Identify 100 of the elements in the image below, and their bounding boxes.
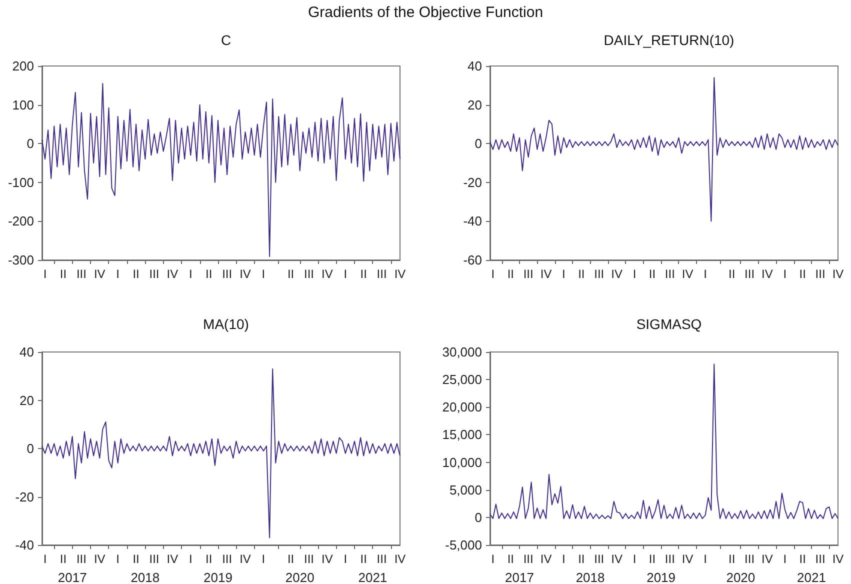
- x-tick-label: III: [523, 267, 534, 281]
- x-tick-label: IV: [762, 267, 773, 281]
- y-tick-label: -20: [463, 174, 482, 190]
- y-tick-label: 0: [26, 136, 34, 152]
- x-tick-label: II: [206, 267, 212, 281]
- x-tick-label: II: [132, 552, 140, 566]
- x-tick-label: II: [206, 552, 212, 566]
- x-tick-label: II: [648, 552, 656, 566]
- text: 2017: [505, 570, 534, 584]
- text: Gradients of the Objective Function: [306, 4, 544, 21]
- x-tick-label: IV: [166, 267, 178, 281]
- x-tick-label: I: [262, 267, 266, 281]
- x-tick-label: I: [783, 552, 787, 566]
- x-tick-label: II: [799, 552, 806, 566]
- x-tick-label: II: [648, 267, 656, 281]
- y-tick-label: -60: [463, 252, 482, 268]
- x-tick-label: III: [222, 552, 232, 566]
- x-tick-label: III: [744, 267, 755, 281]
- x-tick-label: III: [664, 552, 675, 566]
- x-tick-label: I: [491, 267, 495, 281]
- x-tick-label: IV: [540, 552, 552, 566]
- x-tick-label: IV: [682, 267, 694, 281]
- x-tick-label: I: [116, 552, 120, 566]
- text: 2021: [796, 570, 826, 584]
- x-tick-label: III: [76, 552, 86, 566]
- x-tick-label: III: [594, 552, 604, 566]
- x-tick-label: II: [728, 552, 736, 566]
- y-tick-label: 30,000: [442, 344, 482, 360]
- x-tick-label: II: [507, 267, 514, 281]
- y-tick-label: 20,000: [442, 400, 482, 415]
- y-tick-label: 0: [26, 441, 34, 456]
- x-tick-label: III: [815, 552, 826, 566]
- x-tick-label: I: [704, 552, 707, 566]
- y-tick-label: 10,000: [442, 454, 482, 470]
- x-tick-label: I: [783, 267, 787, 281]
- x-tick-label: III: [304, 267, 314, 281]
- x-tick-label: IV: [611, 267, 622, 281]
- y-tick-label: 20: [468, 97, 482, 112]
- y-tick-label: -5,000: [445, 538, 482, 552]
- y-tick-label: 15,000: [442, 427, 482, 442]
- x-tick-label: IV: [682, 552, 694, 566]
- x-tick-label: III: [594, 267, 604, 281]
- line-series: [490, 364, 838, 520]
- x-tick-label: III: [222, 267, 232, 281]
- y-tick-label: 100: [12, 97, 34, 112]
- x-tick-label: III: [664, 267, 675, 281]
- x-tick-label: IV: [762, 552, 773, 566]
- y-tick-label: 5,000: [449, 482, 482, 498]
- x-tick-label: IV: [322, 552, 333, 566]
- y-tick-label: 25,000: [442, 372, 482, 388]
- x-tick-label: I: [632, 552, 636, 566]
- y-tick-label: 40: [468, 58, 482, 74]
- x-tick-label: I: [116, 267, 120, 281]
- x-tick-label: III: [744, 552, 755, 566]
- y-tick-label: -40: [463, 214, 482, 229]
- x-tick-label: IV: [540, 267, 552, 281]
- x-tick-label: III: [149, 267, 160, 281]
- line-series: [42, 368, 400, 538]
- y-tick-label: -200: [8, 214, 34, 229]
- y-tick-label: 200: [12, 58, 34, 74]
- y-tick-label: -300: [8, 252, 34, 268]
- y-tick-label: -40: [15, 538, 34, 552]
- y-tick-label: -100: [8, 174, 34, 190]
- y-tick-label: 0: [474, 510, 482, 525]
- x-tick-label: IV: [611, 552, 622, 566]
- x-tick-label: II: [60, 267, 67, 281]
- x-tick-label: I: [704, 267, 707, 281]
- text: 2021: [358, 570, 388, 584]
- x-tick-label: IV: [832, 552, 844, 566]
- x-tick-label: II: [507, 552, 514, 566]
- x-tick-label: I: [562, 552, 566, 566]
- x-tick-label: IV: [322, 267, 333, 281]
- chart-title: DAILY_RETURN(10): [604, 32, 734, 48]
- x-tick-label: III: [523, 552, 534, 566]
- x-tick-label: I: [262, 552, 266, 566]
- text: 2020: [726, 570, 756, 584]
- x-tick-label: I: [344, 552, 348, 566]
- x-tick-label: II: [360, 267, 367, 281]
- x-tick-label: II: [578, 552, 585, 566]
- x-tick-label: II: [60, 552, 67, 566]
- y-tick-label: 20: [20, 392, 34, 408]
- x-tick-label: IV: [94, 552, 106, 566]
- x-tick-label: IV: [832, 267, 844, 281]
- x-tick-label: II: [799, 267, 806, 281]
- line-series: [490, 77, 838, 222]
- text: 2018: [130, 570, 160, 584]
- x-tick-label: IV: [240, 267, 251, 281]
- y-tick-label: -20: [15, 489, 34, 504]
- y-tick-label: 0: [474, 136, 482, 152]
- chart-title: MA(10): [203, 316, 249, 332]
- x-tick-label: II: [287, 267, 294, 281]
- x-tick-label: II: [132, 267, 140, 281]
- x-tick-label: III: [149, 552, 160, 566]
- x-tick-label: III: [376, 267, 387, 281]
- x-tick-label: IV: [394, 552, 406, 566]
- y-tick-label: 40: [20, 344, 34, 360]
- text: 2018: [576, 570, 605, 584]
- x-tick-label: II: [728, 267, 736, 281]
- x-tick-label: I: [344, 267, 348, 281]
- x-tick-label: II: [578, 267, 585, 281]
